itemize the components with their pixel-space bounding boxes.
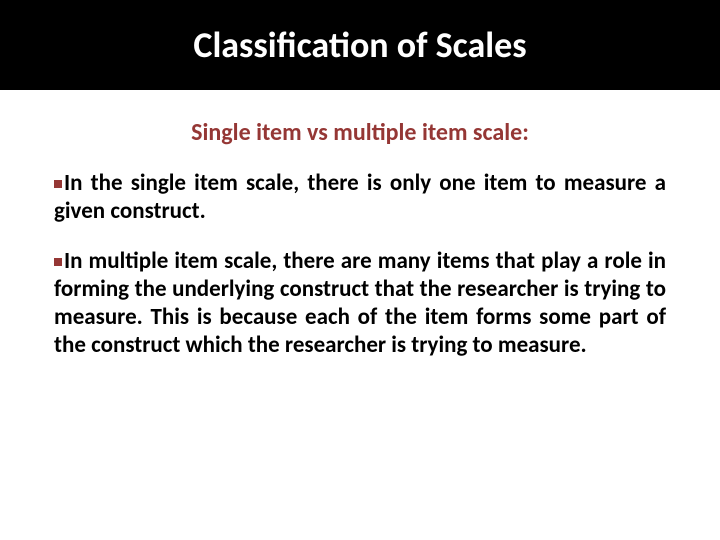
subtitle: Single item vs multiple item scale:: [54, 118, 666, 147]
paragraph-1: In the single item scale, there is only …: [54, 169, 666, 225]
paragraph-2: In multiple item scale, there are many i…: [54, 247, 666, 359]
paragraph-1-text: In the single item scale, there is only …: [54, 169, 666, 225]
paragraph-2-text: In multiple item scale, there are many i…: [54, 247, 666, 359]
square-bullet-icon: [54, 180, 62, 188]
page-title: Classification of Scales: [193, 23, 526, 67]
square-bullet-icon: [54, 258, 62, 266]
content-area: Single item vs multiple item scale: In t…: [0, 118, 720, 359]
title-bar: Classification of Scales: [0, 0, 720, 90]
